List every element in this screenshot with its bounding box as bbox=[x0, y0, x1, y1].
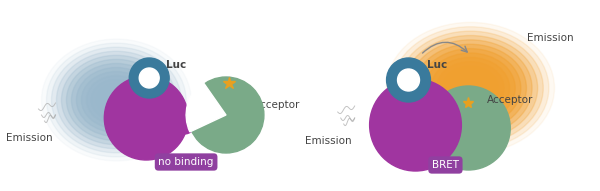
Ellipse shape bbox=[420, 49, 521, 127]
Ellipse shape bbox=[56, 51, 176, 149]
Ellipse shape bbox=[76, 67, 156, 133]
Text: Luc: Luc bbox=[166, 60, 187, 70]
Ellipse shape bbox=[386, 22, 554, 154]
Ellipse shape bbox=[414, 44, 526, 132]
Circle shape bbox=[370, 79, 461, 171]
Circle shape bbox=[129, 58, 169, 98]
Ellipse shape bbox=[101, 88, 131, 112]
Text: Acceptor: Acceptor bbox=[254, 100, 301, 110]
Ellipse shape bbox=[67, 59, 166, 141]
FancyArrowPatch shape bbox=[422, 42, 467, 53]
Text: Luc: Luc bbox=[427, 60, 448, 70]
Text: Emission: Emission bbox=[6, 133, 53, 143]
Ellipse shape bbox=[459, 79, 482, 97]
Ellipse shape bbox=[437, 62, 504, 114]
Ellipse shape bbox=[397, 31, 543, 145]
Text: Emission: Emission bbox=[527, 33, 574, 43]
Ellipse shape bbox=[61, 55, 171, 145]
Ellipse shape bbox=[442, 66, 499, 110]
Ellipse shape bbox=[454, 75, 487, 101]
Ellipse shape bbox=[82, 72, 151, 128]
Circle shape bbox=[427, 86, 510, 170]
Circle shape bbox=[104, 76, 188, 160]
Circle shape bbox=[172, 110, 196, 134]
Ellipse shape bbox=[91, 80, 141, 120]
Text: Acceptor: Acceptor bbox=[487, 95, 533, 105]
Ellipse shape bbox=[431, 57, 509, 119]
Circle shape bbox=[386, 58, 430, 102]
Ellipse shape bbox=[425, 53, 515, 123]
Ellipse shape bbox=[106, 92, 126, 108]
Ellipse shape bbox=[86, 76, 146, 124]
Text: Emission: Emission bbox=[305, 136, 352, 146]
Ellipse shape bbox=[403, 36, 538, 141]
Ellipse shape bbox=[448, 70, 493, 105]
Ellipse shape bbox=[46, 43, 186, 157]
Ellipse shape bbox=[112, 96, 121, 104]
Ellipse shape bbox=[409, 40, 532, 136]
Ellipse shape bbox=[97, 84, 136, 116]
Circle shape bbox=[188, 77, 264, 153]
Wedge shape bbox=[186, 82, 226, 132]
Circle shape bbox=[398, 69, 419, 91]
Ellipse shape bbox=[71, 63, 161, 137]
Ellipse shape bbox=[465, 84, 476, 92]
Ellipse shape bbox=[392, 27, 549, 149]
Text: BRET: BRET bbox=[432, 160, 459, 170]
Circle shape bbox=[139, 68, 159, 88]
Text: no binding: no binding bbox=[158, 157, 214, 167]
Ellipse shape bbox=[52, 47, 181, 153]
Ellipse shape bbox=[41, 39, 191, 161]
